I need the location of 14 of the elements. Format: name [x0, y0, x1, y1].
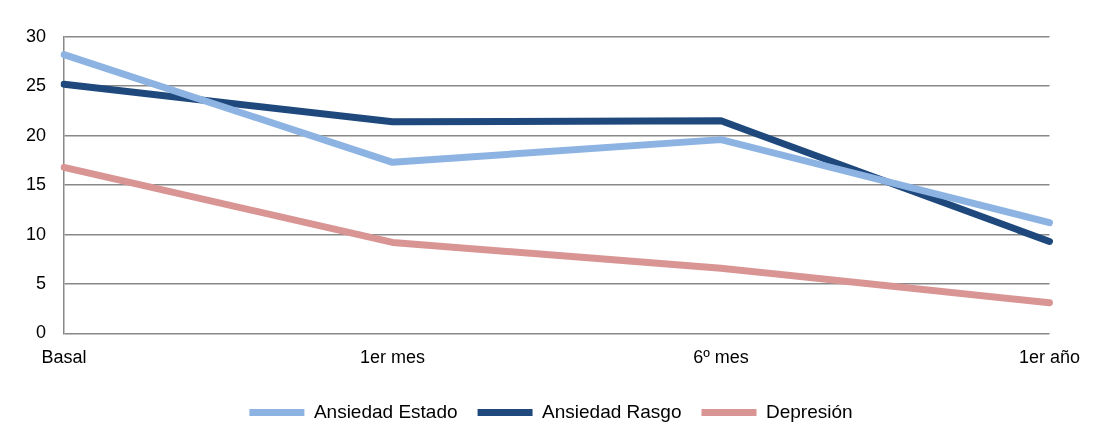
x-tick-label: Basal [41, 347, 87, 368]
y-tick-label: 0 [36, 322, 47, 343]
x-tick-label: 1er mes [359, 347, 426, 368]
x-tick-label: 6º mes [693, 347, 749, 368]
y-tick-label: 10 [25, 223, 47, 244]
y-tick-label: 25 [25, 75, 47, 96]
legend-label: Depresión [765, 400, 853, 422]
y-tick-label: 5 [36, 272, 47, 293]
legend-label: Ansiedad Rasgo [542, 400, 682, 422]
y-tick-label: 20 [25, 124, 47, 145]
legend-label: Ansiedad Estado [313, 400, 458, 422]
y-tick-label: 15 [25, 174, 47, 195]
x-tick-label: 1er año [1018, 347, 1081, 368]
y-tick-label: 30 [25, 25, 47, 46]
